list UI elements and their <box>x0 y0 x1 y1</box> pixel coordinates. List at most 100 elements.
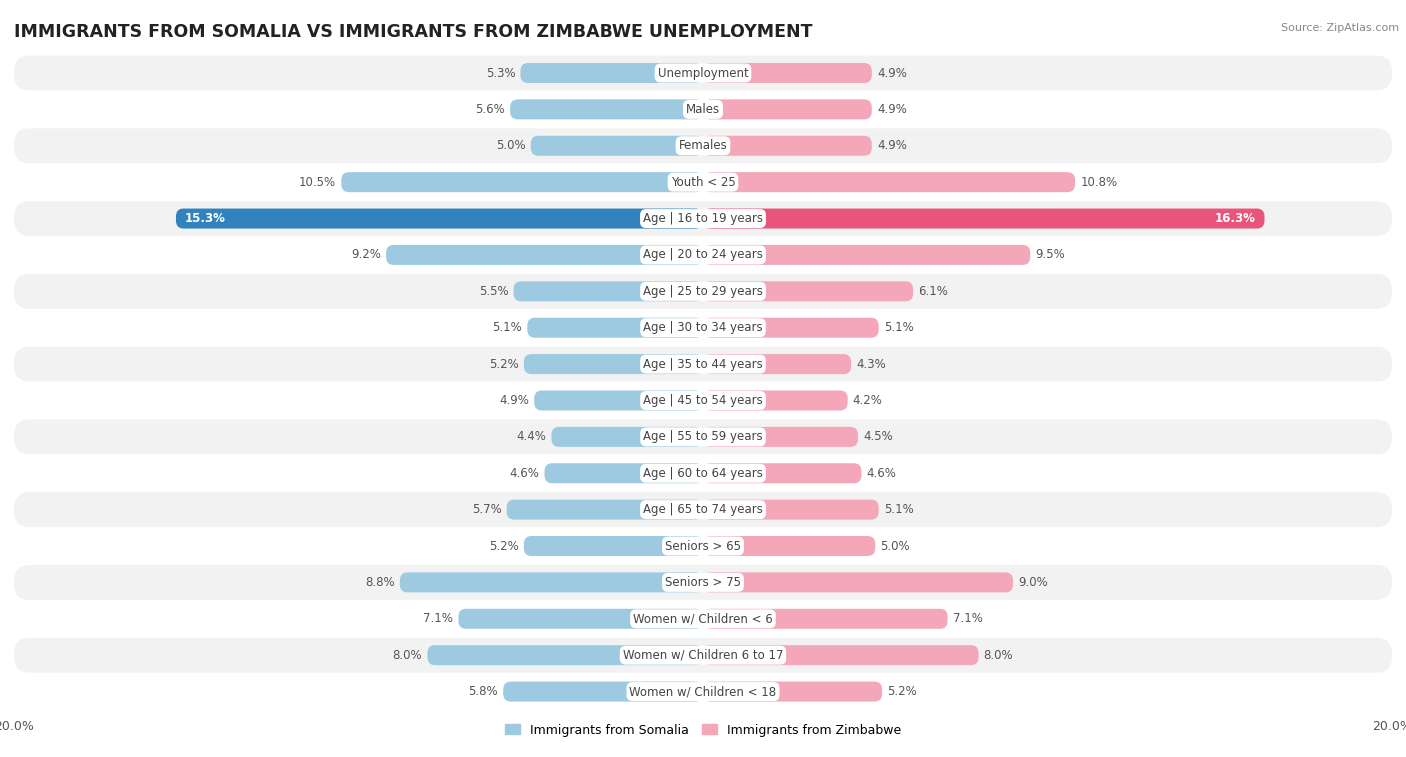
Text: 5.1%: 5.1% <box>884 321 914 334</box>
Text: 4.9%: 4.9% <box>877 139 907 152</box>
Text: 5.2%: 5.2% <box>489 357 519 371</box>
FancyBboxPatch shape <box>703 427 858 447</box>
FancyBboxPatch shape <box>520 63 703 83</box>
Text: 16.3%: 16.3% <box>1215 212 1256 225</box>
Text: 4.4%: 4.4% <box>516 431 547 444</box>
Text: Youth < 25: Youth < 25 <box>671 176 735 188</box>
Text: Age | 20 to 24 years: Age | 20 to 24 years <box>643 248 763 261</box>
FancyBboxPatch shape <box>14 274 1392 309</box>
FancyBboxPatch shape <box>544 463 703 483</box>
Legend: Immigrants from Somalia, Immigrants from Zimbabwe: Immigrants from Somalia, Immigrants from… <box>501 718 905 742</box>
FancyBboxPatch shape <box>703 318 879 338</box>
Text: Age | 30 to 34 years: Age | 30 to 34 years <box>643 321 763 334</box>
FancyBboxPatch shape <box>14 419 1392 454</box>
Text: 8.8%: 8.8% <box>366 576 395 589</box>
Text: 9.2%: 9.2% <box>352 248 381 261</box>
FancyBboxPatch shape <box>14 238 1392 273</box>
FancyBboxPatch shape <box>513 282 703 301</box>
FancyBboxPatch shape <box>531 136 703 156</box>
Text: Source: ZipAtlas.com: Source: ZipAtlas.com <box>1281 23 1399 33</box>
Text: 10.8%: 10.8% <box>1080 176 1118 188</box>
Text: 5.0%: 5.0% <box>496 139 526 152</box>
Text: Women w/ Children < 18: Women w/ Children < 18 <box>630 685 776 698</box>
Text: Unemployment: Unemployment <box>658 67 748 79</box>
Text: 5.1%: 5.1% <box>492 321 522 334</box>
FancyBboxPatch shape <box>14 492 1392 527</box>
Text: 4.6%: 4.6% <box>509 467 540 480</box>
FancyBboxPatch shape <box>503 681 703 702</box>
FancyBboxPatch shape <box>14 128 1392 164</box>
FancyBboxPatch shape <box>427 645 703 665</box>
FancyBboxPatch shape <box>703 572 1012 593</box>
Text: Age | 25 to 29 years: Age | 25 to 29 years <box>643 285 763 298</box>
FancyBboxPatch shape <box>14 55 1392 91</box>
FancyBboxPatch shape <box>551 427 703 447</box>
Text: 7.1%: 7.1% <box>423 612 453 625</box>
FancyBboxPatch shape <box>14 310 1392 345</box>
Text: 4.9%: 4.9% <box>877 67 907 79</box>
Text: Females: Females <box>679 139 727 152</box>
Text: 10.5%: 10.5% <box>299 176 336 188</box>
FancyBboxPatch shape <box>703 500 879 519</box>
Text: Age | 16 to 19 years: Age | 16 to 19 years <box>643 212 763 225</box>
FancyBboxPatch shape <box>176 208 703 229</box>
Text: 5.0%: 5.0% <box>880 540 910 553</box>
Text: Women w/ Children < 6: Women w/ Children < 6 <box>633 612 773 625</box>
Text: Seniors > 75: Seniors > 75 <box>665 576 741 589</box>
Text: Age | 45 to 54 years: Age | 45 to 54 years <box>643 394 763 407</box>
Text: 5.2%: 5.2% <box>489 540 519 553</box>
Text: Seniors > 65: Seniors > 65 <box>665 540 741 553</box>
Text: 4.6%: 4.6% <box>866 467 897 480</box>
FancyBboxPatch shape <box>703 391 848 410</box>
FancyBboxPatch shape <box>703 208 1264 229</box>
Text: 4.9%: 4.9% <box>499 394 529 407</box>
FancyBboxPatch shape <box>703 63 872 83</box>
FancyBboxPatch shape <box>14 456 1392 491</box>
Text: 5.5%: 5.5% <box>479 285 509 298</box>
FancyBboxPatch shape <box>527 318 703 338</box>
FancyBboxPatch shape <box>703 645 979 665</box>
Text: 9.5%: 9.5% <box>1035 248 1066 261</box>
FancyBboxPatch shape <box>458 609 703 629</box>
Text: 8.0%: 8.0% <box>984 649 1014 662</box>
Text: 8.0%: 8.0% <box>392 649 422 662</box>
Text: 5.3%: 5.3% <box>485 67 515 79</box>
FancyBboxPatch shape <box>14 201 1392 236</box>
Text: IMMIGRANTS FROM SOMALIA VS IMMIGRANTS FROM ZIMBABWE UNEMPLOYMENT: IMMIGRANTS FROM SOMALIA VS IMMIGRANTS FR… <box>14 23 813 41</box>
Text: 5.2%: 5.2% <box>887 685 917 698</box>
FancyBboxPatch shape <box>14 601 1392 637</box>
Text: Age | 65 to 74 years: Age | 65 to 74 years <box>643 503 763 516</box>
FancyBboxPatch shape <box>14 347 1392 382</box>
Text: Males: Males <box>686 103 720 116</box>
FancyBboxPatch shape <box>506 500 703 519</box>
FancyBboxPatch shape <box>399 572 703 593</box>
Text: 4.9%: 4.9% <box>877 103 907 116</box>
Text: 6.1%: 6.1% <box>918 285 948 298</box>
FancyBboxPatch shape <box>703 536 875 556</box>
Text: Age | 55 to 59 years: Age | 55 to 59 years <box>643 431 763 444</box>
Text: 9.0%: 9.0% <box>1018 576 1047 589</box>
FancyBboxPatch shape <box>14 674 1392 709</box>
Text: 5.1%: 5.1% <box>884 503 914 516</box>
FancyBboxPatch shape <box>534 391 703 410</box>
FancyBboxPatch shape <box>14 383 1392 418</box>
FancyBboxPatch shape <box>703 282 912 301</box>
FancyBboxPatch shape <box>703 463 862 483</box>
FancyBboxPatch shape <box>342 172 703 192</box>
FancyBboxPatch shape <box>703 136 872 156</box>
FancyBboxPatch shape <box>703 99 872 120</box>
Text: 5.7%: 5.7% <box>472 503 502 516</box>
FancyBboxPatch shape <box>703 354 851 374</box>
Text: Age | 35 to 44 years: Age | 35 to 44 years <box>643 357 763 371</box>
Text: 15.3%: 15.3% <box>184 212 225 225</box>
FancyBboxPatch shape <box>14 165 1392 200</box>
FancyBboxPatch shape <box>14 565 1392 600</box>
FancyBboxPatch shape <box>524 536 703 556</box>
FancyBboxPatch shape <box>14 637 1392 673</box>
Text: 4.2%: 4.2% <box>853 394 883 407</box>
Text: 4.3%: 4.3% <box>856 357 886 371</box>
FancyBboxPatch shape <box>14 528 1392 563</box>
FancyBboxPatch shape <box>703 609 948 629</box>
FancyBboxPatch shape <box>14 92 1392 127</box>
Text: 5.8%: 5.8% <box>468 685 498 698</box>
